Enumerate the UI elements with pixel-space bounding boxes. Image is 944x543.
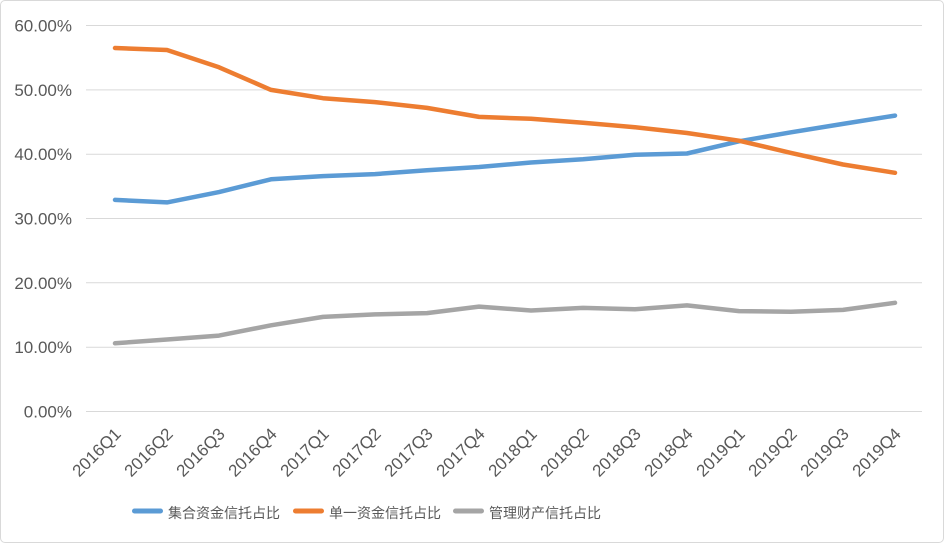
x-axis-tick-label: 2019Q4	[849, 424, 905, 480]
x-axis-tick-label: 2018Q1	[485, 424, 541, 480]
x-axis-tick-label: 2017Q2	[329, 424, 385, 480]
x-axis-tick-label: 2017Q3	[381, 424, 437, 480]
legend-swatch-2	[453, 508, 484, 514]
x-axis-tick-label: 2019Q3	[797, 424, 853, 480]
x-axis-tick-label: 2019Q2	[745, 424, 801, 480]
x-axis-tick-label: 2018Q3	[589, 424, 645, 480]
y-axis-tick-label: 20.00%	[14, 274, 72, 293]
legend-label-1: 单一资金信托占比	[329, 505, 441, 521]
legend-swatch-0	[132, 508, 163, 514]
series-line-1	[112, 45, 898, 176]
series-line-2	[112, 300, 898, 346]
legend-swatch-1	[293, 508, 324, 514]
legend-label-2: 管理财产信托占比	[489, 505, 601, 521]
y-axis-tick-label: 0.00%	[24, 403, 72, 422]
x-axis-tick-label: 2016Q2	[121, 424, 177, 480]
x-axis-tick-label: 2017Q1	[277, 424, 333, 480]
y-axis-tick-label: 50.00%	[14, 81, 72, 100]
y-axis-tick-label: 30.00%	[14, 210, 72, 229]
x-axis-tick-label: 2016Q3	[173, 424, 229, 480]
x-axis-tick-label: 2016Q4	[225, 424, 281, 480]
y-axis-tick-label: 60.00%	[14, 17, 72, 36]
x-axis-tick-label: 2016Q1	[69, 424, 125, 480]
series-line-0	[112, 113, 898, 205]
x-axis-tick-label: 2018Q4	[641, 424, 697, 480]
y-axis-tick-label: 10.00%	[14, 338, 72, 357]
x-axis-tick-label: 2017Q4	[433, 424, 489, 480]
legend-label-0: 集合资金信托占比	[168, 505, 280, 521]
x-axis-tick-label: 2018Q2	[537, 424, 593, 480]
y-axis-tick-label: 40.00%	[14, 145, 72, 164]
x-axis-tick-label: 2019Q1	[693, 424, 749, 480]
